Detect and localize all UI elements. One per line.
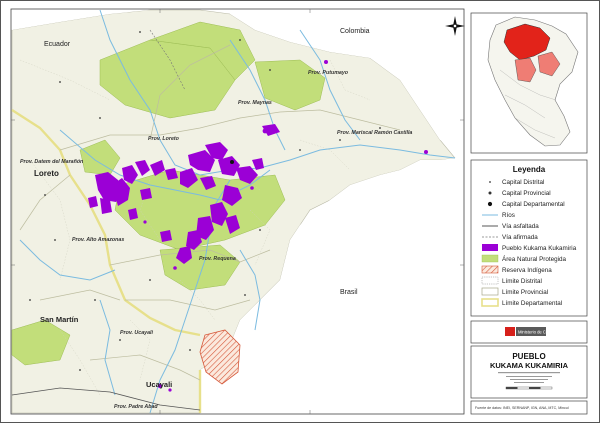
reserva-indigena	[199, 329, 241, 385]
map-title-line1: PUEBLO	[512, 352, 545, 361]
svg-text:Límite Provincial: Límite Provincial	[502, 289, 548, 296]
legend-item-capital-provincial: Capital Provincial	[488, 190, 551, 197]
province-label-putumayo: Prov. Putumayo	[308, 70, 349, 76]
institution-block: Ministerio de Cultura	[470, 320, 588, 344]
legend-panel: Leyenda Capital Distrital Capital Provin…	[470, 159, 588, 317]
dot-small-icon	[489, 181, 491, 183]
province-label-requena: Prov. Requena	[199, 256, 236, 262]
province-label-ucayali: Prov. Ucayali	[120, 330, 154, 336]
inset-location-map	[470, 12, 588, 154]
region-label-ucayali: Ucayali	[146, 380, 172, 389]
source-note: Fuente de datos: INEI, SERNANP, IGN, ANA…	[475, 406, 569, 410]
svg-text:Vía afirmada: Vía afirmada	[502, 234, 538, 241]
legend-item-capital-departamental: Capital Departamental	[487, 201, 565, 208]
province-label-maynas: Prov. Maynas	[238, 100, 272, 106]
pueblo-kukama-areas	[88, 124, 280, 264]
legend-item-pueblo: Pueblo Kukama Kukamiria	[482, 244, 577, 252]
legend-item-reserva: Reserva Indígena	[481, 265, 552, 274]
svg-text:Área Natural Protegida: Área Natural Protegida	[502, 254, 567, 263]
dotted-box-icon	[481, 276, 499, 285]
country-label-ecuador: Ecuador	[44, 41, 71, 48]
legend-item-limite-departamental: Límite Departamental	[481, 298, 562, 307]
svg-text:Vía asfaltada: Vía asfaltada	[502, 223, 539, 230]
svg-text:Límite Distrital: Límite Distrital	[502, 278, 542, 285]
province-label-padre-abad: Prov. Padre Abad	[114, 404, 158, 410]
province-label-alto-amazonas: Prov. Alto Amazonas	[72, 237, 124, 243]
svg-text:Reserva Indígena: Reserva Indígena	[502, 267, 552, 274]
province-label-mariscal: Prov. Mariscal Ramón Castilla	[337, 130, 412, 136]
inset-highlight-loreto	[503, 23, 551, 61]
legend-item-capital-distrital: Capital Distrital	[489, 179, 544, 186]
legend-item-limite-provincial: Límite Provincial	[481, 287, 548, 296]
province-label-loreto: Prov. Loreto	[148, 136, 180, 142]
hatch-swatch-icon	[481, 265, 499, 274]
legend-item-rios: Ríos	[482, 212, 515, 219]
svg-text:Pueblo Kukama Kukamiria: Pueblo Kukama Kukamiria	[502, 245, 577, 252]
region-label-san-martin: San Martín	[40, 315, 79, 324]
north-arrow-icon	[445, 16, 465, 36]
country-label-brasil: Brasil	[340, 289, 358, 296]
svg-text:Límite Departamental: Límite Departamental	[502, 300, 562, 307]
legend-item-via-afirmada: Vía afirmada	[482, 234, 538, 241]
title-block: PUEBLO KUKAMA KUKAMIRIA	[470, 345, 588, 399]
province-label-datem: Prov. Datem del Marañón	[20, 159, 84, 165]
legend-item-via-asfaltada: Vía asfaltada	[482, 223, 539, 230]
institution-name: Ministerio de Cultura	[518, 330, 557, 335]
svg-text:Capital Distrital: Capital Distrital	[502, 179, 544, 186]
svg-text:Capital Provincial: Capital Provincial	[502, 190, 551, 197]
map-title-line2: KUKAMA KUKAMIRIA	[490, 361, 569, 370]
legend-item-limite-distrital: Límite Distrital	[481, 276, 542, 285]
legend-title: Leyenda	[513, 165, 546, 174]
legend-item-area-natural: Área Natural Protegida	[481, 254, 567, 263]
departmental-box-icon	[481, 298, 499, 307]
brasil-land	[200, 158, 463, 413]
peru-shield-icon	[505, 327, 515, 336]
dot-medium-icon	[488, 191, 492, 195]
svg-text:Ríos: Ríos	[502, 212, 515, 219]
region-label-loreto: Loreto	[34, 169, 59, 178]
purple-swatch-icon	[482, 244, 498, 251]
green-swatch-icon	[481, 254, 499, 263]
main-map: Ecuador Colombia Brasil Loreto San Martí…	[11, 9, 464, 414]
iquitos-marker	[230, 160, 234, 164]
provincial-box-icon	[481, 287, 499, 296]
svg-text:Capital Departamental: Capital Departamental	[502, 201, 565, 208]
dot-large-icon	[487, 201, 493, 207]
country-label-colombia: Colombia	[340, 28, 370, 35]
